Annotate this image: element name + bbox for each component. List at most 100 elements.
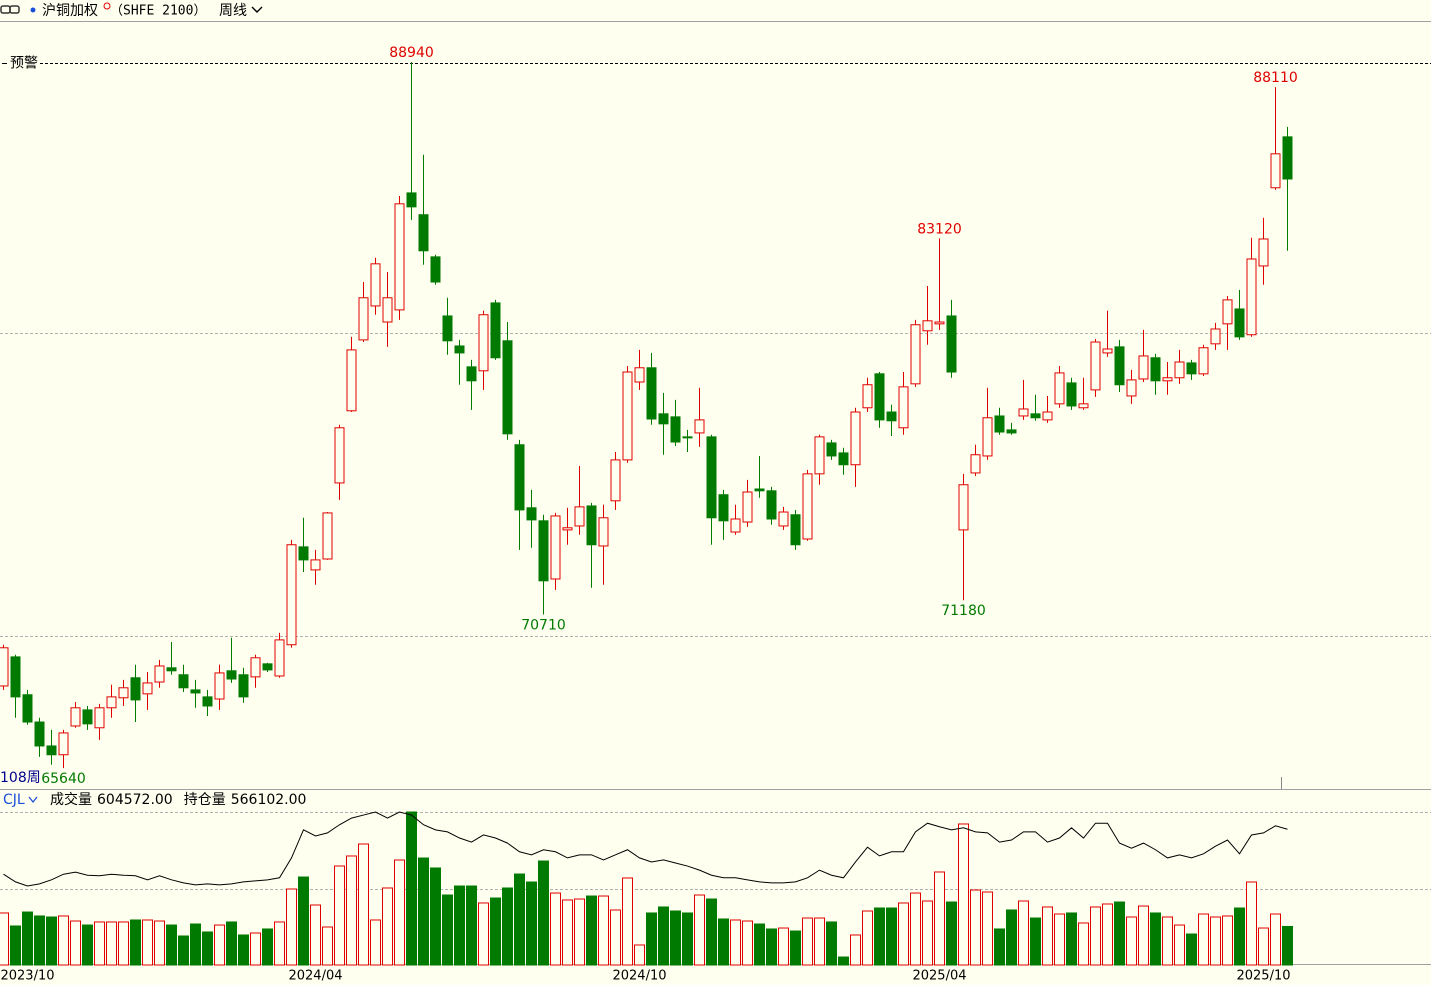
candle-body <box>694 419 705 434</box>
volume-bar <box>514 873 525 966</box>
volume-bar <box>154 920 165 966</box>
volume-bar <box>202 931 213 966</box>
candle-body <box>130 677 141 701</box>
candle-body <box>274 639 285 677</box>
candle-body <box>670 416 681 443</box>
high-label: 88940 <box>389 45 434 61</box>
volume-bar <box>310 904 321 966</box>
candle-body <box>622 371 633 461</box>
volume-bar <box>982 891 993 966</box>
candle-body <box>598 517 609 547</box>
candle-body <box>1138 355 1149 380</box>
candle-body <box>514 444 525 511</box>
candle-body <box>10 656 21 698</box>
candle-body <box>166 667 177 672</box>
volume-bar <box>850 934 861 966</box>
candle-body <box>370 263 381 307</box>
candle-body <box>562 527 573 531</box>
volume-bar <box>706 898 717 966</box>
candle-body <box>958 484 969 531</box>
status-dot <box>30 7 36 13</box>
candle-body <box>682 436 693 439</box>
volume-bar <box>634 944 645 966</box>
volume-bar <box>754 923 765 966</box>
x-tick-label: 2024/04 <box>288 969 342 984</box>
candle-body <box>358 297 369 341</box>
volume-bar <box>490 897 501 966</box>
candle-body <box>202 696 213 707</box>
volume-bar <box>466 885 477 966</box>
volume-bar <box>922 900 933 966</box>
candle-body <box>394 203 405 311</box>
candle-body <box>718 494 729 522</box>
volume-bar <box>22 911 33 966</box>
candle-body <box>730 518 741 533</box>
volume-bar <box>1210 916 1221 966</box>
volume-bar <box>430 867 441 966</box>
volume-bar <box>790 930 801 966</box>
candle-body <box>790 514 801 546</box>
high-label: 83120 <box>917 221 962 237</box>
volume-bar <box>1198 913 1209 966</box>
volume-bar <box>946 901 957 966</box>
candle-body <box>34 721 45 747</box>
volume-bar <box>1078 922 1089 966</box>
volume-bar <box>1102 903 1113 966</box>
volume-bar <box>442 894 453 966</box>
legend-value: 604572.00 <box>97 792 173 808</box>
x-tick-label: 2024/10 <box>612 969 666 984</box>
volume-bar <box>238 934 249 966</box>
volume-bar <box>826 921 837 966</box>
volume-bar <box>346 855 357 966</box>
header: 沪铜加权 （SHFE 2100） 周线 <box>0 2 263 19</box>
candle-body <box>862 384 873 409</box>
volume-bar <box>898 902 909 966</box>
volume-bar <box>70 920 81 966</box>
volume-bar <box>0 912 9 966</box>
volume-bar <box>1186 933 1197 966</box>
candle-body <box>994 415 1005 433</box>
candle-body <box>238 674 249 698</box>
volume-bar <box>1282 925 1293 966</box>
x-tick-label: 2023/10 <box>0 969 54 984</box>
instrument-name[interactable]: 沪铜加权 <box>42 3 98 19</box>
volume-bar <box>1138 905 1149 966</box>
candle-body <box>742 491 753 523</box>
candle-body <box>502 340 513 435</box>
candle-body <box>946 315 957 373</box>
candle-body <box>1150 357 1161 382</box>
period-dropdown-arrow[interactable] <box>251 6 263 13</box>
volume-bar <box>142 919 153 966</box>
candle-body <box>1198 347 1209 375</box>
volume-bar <box>598 895 609 966</box>
volume-bar <box>538 860 549 966</box>
candle-body <box>1090 341 1101 391</box>
candle-body <box>1258 238 1269 267</box>
volume-bar <box>718 918 729 966</box>
candle-body <box>802 473 813 540</box>
candle-body <box>466 366 477 382</box>
volume-bar <box>406 811 417 966</box>
volume-bar <box>10 925 21 966</box>
candle-body <box>190 689 201 694</box>
indicator-dropdown-arrow[interactable] <box>28 796 38 804</box>
low-label: 71180 <box>941 603 986 619</box>
candle-body <box>1102 348 1113 354</box>
bar-count-label: 108周 <box>0 770 41 786</box>
link-icon[interactable] <box>9 5 20 14</box>
period-selector[interactable]: 周线 <box>219 3 247 19</box>
volume-bar <box>1150 912 1161 966</box>
volume-bar <box>886 907 897 966</box>
candle-body <box>910 324 921 385</box>
volume-bar <box>910 892 921 966</box>
volume-bar <box>574 898 585 966</box>
candle-body <box>526 507 537 521</box>
candle-body <box>262 663 273 671</box>
candle-body <box>1114 346 1125 386</box>
candle-body <box>310 559 321 571</box>
instrument-code: （SHFE 2100） <box>110 4 206 19</box>
candle-body <box>814 436 825 475</box>
candle-body <box>850 411 861 466</box>
indicator-name[interactable]: CJL <box>3 792 25 808</box>
candle-body <box>154 665 165 683</box>
